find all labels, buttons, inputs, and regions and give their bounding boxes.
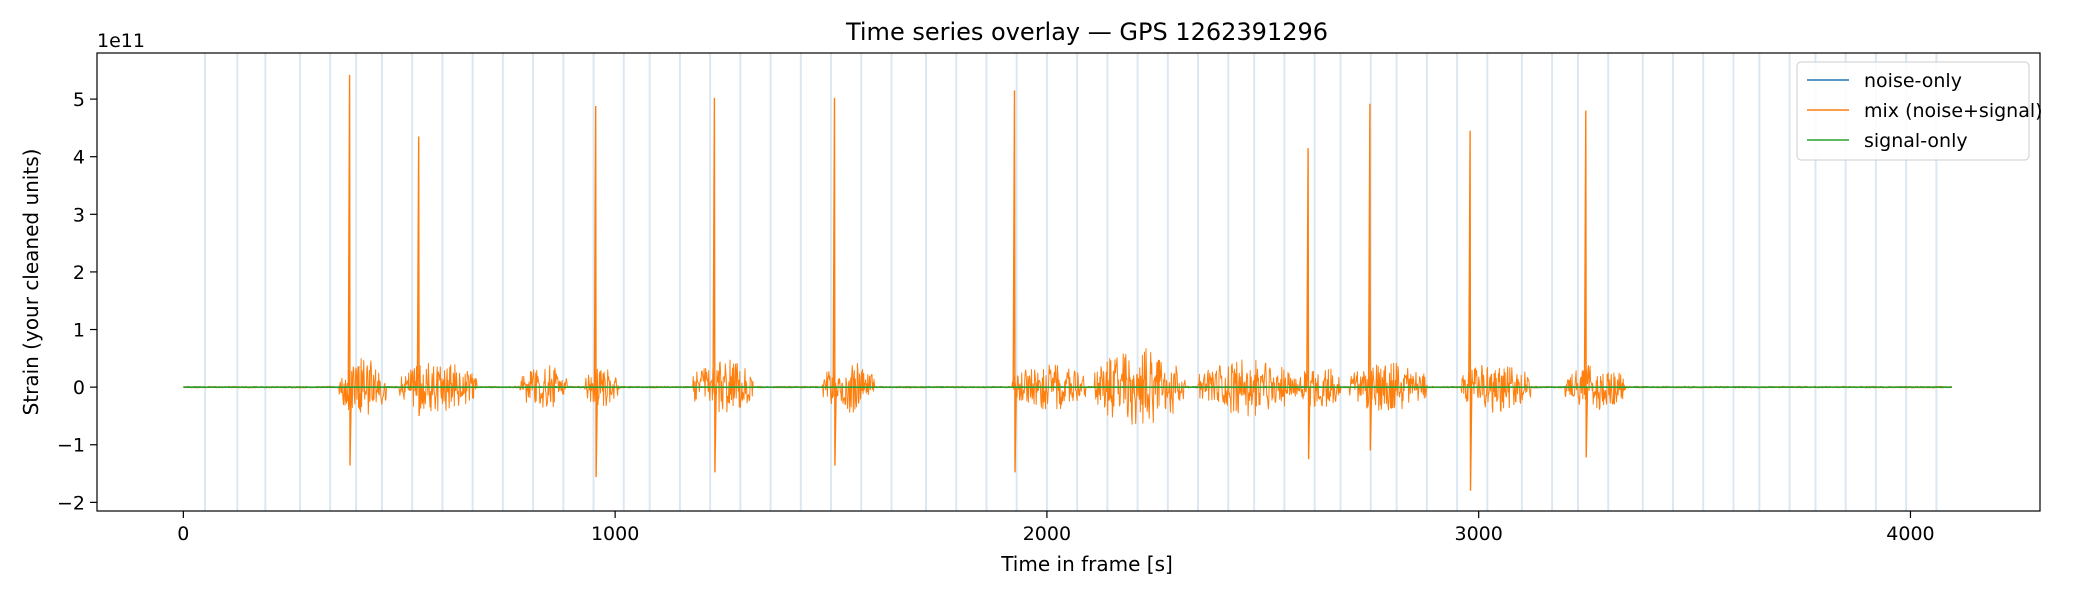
- mix-spike-3: [712, 97, 717, 473]
- x-tick-label-0: 0: [177, 523, 189, 545]
- legend-label-signal-only: signal-only: [1864, 130, 1968, 152]
- y-axis-ticks: −2 −1 0 1 2 3 4 5: [57, 89, 97, 514]
- y-tick-label-4: 2: [73, 262, 85, 284]
- plot-frame: [96, 52, 2041, 512]
- mix-spike-9: [1583, 110, 1589, 458]
- legend-label-mix: mix (noise+signal): [1864, 100, 2043, 122]
- series-lines: [183, 74, 1952, 491]
- segment-boundaries: [203, 53, 1938, 511]
- x-tick-label-4: 4000: [1886, 523, 1934, 545]
- mix-spike-1: [416, 136, 422, 416]
- mix-spike-0: [347, 74, 352, 466]
- y-tick-label-2: 0: [73, 377, 85, 399]
- y-offset-label: 1e11: [97, 30, 145, 52]
- y-tick-label-7: 5: [73, 89, 85, 111]
- x-tick-label-2: 2000: [1023, 523, 1071, 545]
- x-tick-label-1: 1000: [591, 523, 639, 545]
- mix-spike-7: [1367, 103, 1373, 451]
- y-tick-label-0: −2: [57, 492, 85, 514]
- legend-label-noise-only: noise-only: [1864, 70, 1962, 92]
- mix-spike-4: [832, 97, 837, 466]
- x-tick-label-3: 3000: [1455, 523, 1503, 545]
- legend-box: [1796, 61, 2030, 161]
- mix-spike-5: [1012, 90, 1017, 473]
- x-axis-title: Time in frame [s]: [1000, 552, 1173, 576]
- y-tick-label-5: 3: [73, 204, 85, 226]
- y-tick-label-6: 4: [73, 147, 85, 169]
- y-tick-label-3: 1: [73, 320, 85, 342]
- x-axis-ticks: 0 1000 2000 3000 4000: [177, 511, 1935, 545]
- mix-spike-2: [593, 105, 599, 478]
- y-tick-label-1: −1: [57, 435, 85, 457]
- legend: noise-only mix (noise+signal) signal-onl…: [1796, 61, 2043, 161]
- y-axis-title: Strain (your cleaned units): [19, 149, 43, 416]
- mix-spike-6: [1306, 148, 1311, 460]
- mix-spike-8: [1468, 130, 1473, 491]
- chart-title: Time series overlay — GPS 1262391296: [845, 18, 1328, 46]
